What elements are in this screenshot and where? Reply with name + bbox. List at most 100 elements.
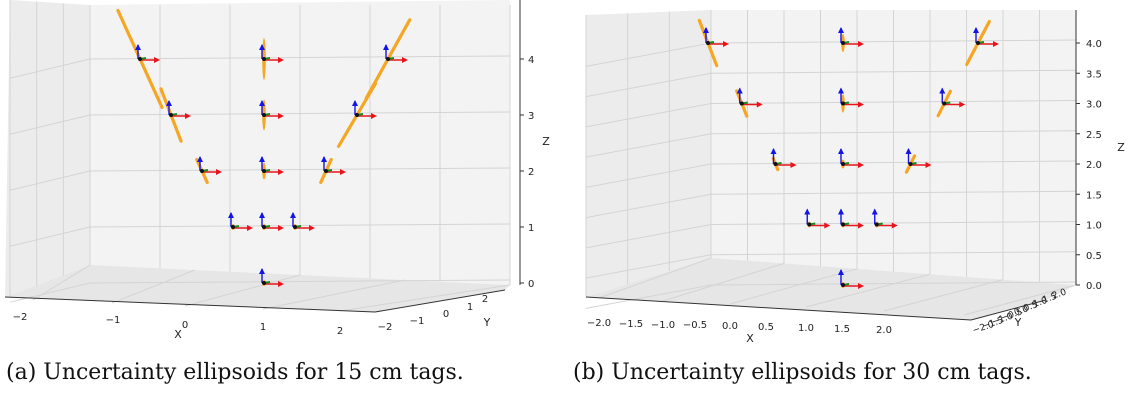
- triad-x-head-a-4: [216, 169, 222, 175]
- triad-x-head-b-5: [858, 162, 864, 168]
- triad-x-head-a-10: [154, 57, 160, 63]
- z-tick-b-3: 1.5: [1086, 190, 1102, 201]
- y-axis-line-b: [970, 299, 1047, 321]
- triad-z-head-a-0: [259, 268, 265, 274]
- triad-x-head-b-10: [723, 41, 729, 47]
- grid-z-left-b-8: [585, 42, 712, 67]
- x-axis-line-a: [4, 296, 376, 313]
- triad-z-head-b-6: [905, 148, 912, 154]
- y-axis-label-b: Y: [1014, 316, 1022, 329]
- grid-z-left-b-4: [585, 163, 712, 188]
- y-axis-line-a: [374, 289, 506, 313]
- triad-x-head-b-6: [925, 162, 932, 168]
- grid-z-left-b-3: [585, 193, 712, 219]
- triad-z-head-b-1: [804, 208, 811, 215]
- x-tick-b-3: −0.5: [683, 320, 707, 331]
- triad-origin-b-8: [841, 101, 845, 106]
- triad-origin-b-2: [841, 222, 845, 227]
- triad-origin-b-0: [841, 283, 845, 287]
- triad-z-head-a-8: [259, 100, 265, 106]
- z-tick-b-6: 3.0: [1086, 100, 1102, 111]
- triad-origin-a-10: [138, 57, 142, 61]
- triad-origin-a-0: [262, 281, 266, 285]
- y-tick-b-5: 0.5: [1023, 300, 1040, 314]
- triad-origin-a-11: [262, 57, 266, 61]
- triad-z-head-b-10: [703, 27, 709, 33]
- triad-z-head-a-7: [166, 100, 172, 106]
- floor-pane-b: [586, 258, 1076, 320]
- z-axis-label-a: Z: [542, 135, 550, 148]
- triad-x-head-b-2: [858, 222, 864, 229]
- y-tick-a-2: 0: [443, 309, 449, 320]
- y-tick-a-0: −2: [378, 322, 393, 333]
- x-tick-b-4: 0.0: [722, 321, 738, 332]
- panel-a: 0 1 2 3 4 Z −2 −1 0 1 2 X −2 −1 0 1 2 Y (a) Uncertainty e…: [0, 0, 550, 398]
- grid-floor-a-2: [184, 274, 301, 307]
- triad-z-head-a-9: [352, 100, 358, 106]
- grid-floor-a-0: [32, 264, 91, 301]
- grid-z-left-a-3: [9, 114, 91, 135]
- triad-origin-a-8: [262, 113, 266, 117]
- triad-z-head-a-4: [197, 156, 203, 162]
- panel-b: 0.0 0.5 1.0 1.5 2.0 2.5 3.0 3.5 4.0 Z −2.0 −1.5 −1.0…: [566, 0, 1128, 398]
- z-tick-b-1: 0.5: [1086, 251, 1102, 262]
- triad-x-head-b-8: [858, 101, 864, 108]
- left-pane-a: [5, 0, 90, 297]
- triad-origin-a-2: [262, 225, 266, 229]
- caption-b: (b) Uncertainty ellipsoids for 30 cm tag…: [573, 360, 1032, 385]
- grid-z-left-b-2: [585, 224, 712, 249]
- z-tick-b-5: 2.5: [1086, 130, 1102, 141]
- grid-floor-a-1: [111, 269, 196, 304]
- x-axis-line-b: [585, 296, 972, 321]
- x-tick-a-2: 0: [182, 320, 188, 331]
- grid-z-left-a-2: [9, 170, 91, 191]
- triad-x-head-a-3: [309, 225, 315, 231]
- z-tick-b-0: 0.0: [1086, 281, 1102, 292]
- y-tick-a-1: −1: [410, 316, 425, 327]
- triad-x-head-a-12: [402, 57, 408, 63]
- triad-origin-b-4: [773, 162, 778, 166]
- floor-pane-a: [5, 265, 510, 312]
- x-tick-b-0: −2.0: [587, 318, 611, 329]
- caption-a: (a) Uncertainty ellipsoids for 15 cm tag…: [6, 360, 464, 385]
- z-tick-a-4: 4: [528, 55, 534, 66]
- y-tick-a-4: 2: [482, 294, 488, 305]
- triad-z-head-a-1: [228, 212, 234, 218]
- triad-x-head-b-9: [959, 101, 966, 108]
- triad-x-head-b-1: [824, 222, 831, 229]
- triad-z-head-b-3: [871, 208, 878, 215]
- triad-origin-b-3: [874, 222, 879, 227]
- x-tick-b-2: −1.0: [651, 320, 675, 331]
- z-tick-b-7: 3.5: [1086, 69, 1102, 80]
- triad-x-head-b-7: [756, 101, 763, 108]
- y-tick-b-4: 0.0: [1013, 304, 1030, 318]
- triad-origin-b-9: [942, 101, 947, 106]
- z-tick-b-8: 4.0: [1086, 39, 1102, 50]
- triad-x-head-a-0: [278, 281, 284, 287]
- z-tick-a-0: 0: [528, 279, 534, 290]
- z-tick-a-3: 3: [528, 111, 534, 122]
- triad-x-head-b-0: [858, 283, 864, 289]
- grid-z-left-a-1: [9, 226, 91, 247]
- triad-origin-b-10: [706, 41, 710, 45]
- triad-origin-a-6: [324, 169, 328, 173]
- triad-origin-b-5: [841, 162, 845, 166]
- grid-floor-b-1: [662, 262, 785, 302]
- triad-z-head-a-6: [321, 156, 327, 162]
- triad-origin-a-7: [169, 113, 173, 117]
- triad-origin-b-12: [976, 41, 980, 45]
- triad-x-head-a-1: [247, 225, 253, 231]
- x-tick-b-1: −1.5: [619, 319, 643, 330]
- x-tick-b-8: 2.0: [876, 325, 892, 336]
- triad-x-head-a-7: [185, 113, 191, 119]
- x-tick-a-3: 1: [260, 322, 266, 333]
- triad-x-head-a-2: [278, 225, 284, 231]
- triad-z-head-b-8: [838, 87, 844, 94]
- chart-b-plot: 0.00.51.01.52.02.53.03.54.0Z−2.0 −1.5 −1.0…: [585, 10, 1125, 345]
- triad-origin-a-4: [200, 169, 204, 173]
- grid-floor-b-0: [598, 257, 712, 299]
- triad-z-head-b-2: [838, 208, 844, 215]
- triad-z-head-a-2: [259, 212, 265, 218]
- triad-z-head-a-5: [259, 156, 265, 162]
- triad-x-head-a-8: [278, 113, 284, 119]
